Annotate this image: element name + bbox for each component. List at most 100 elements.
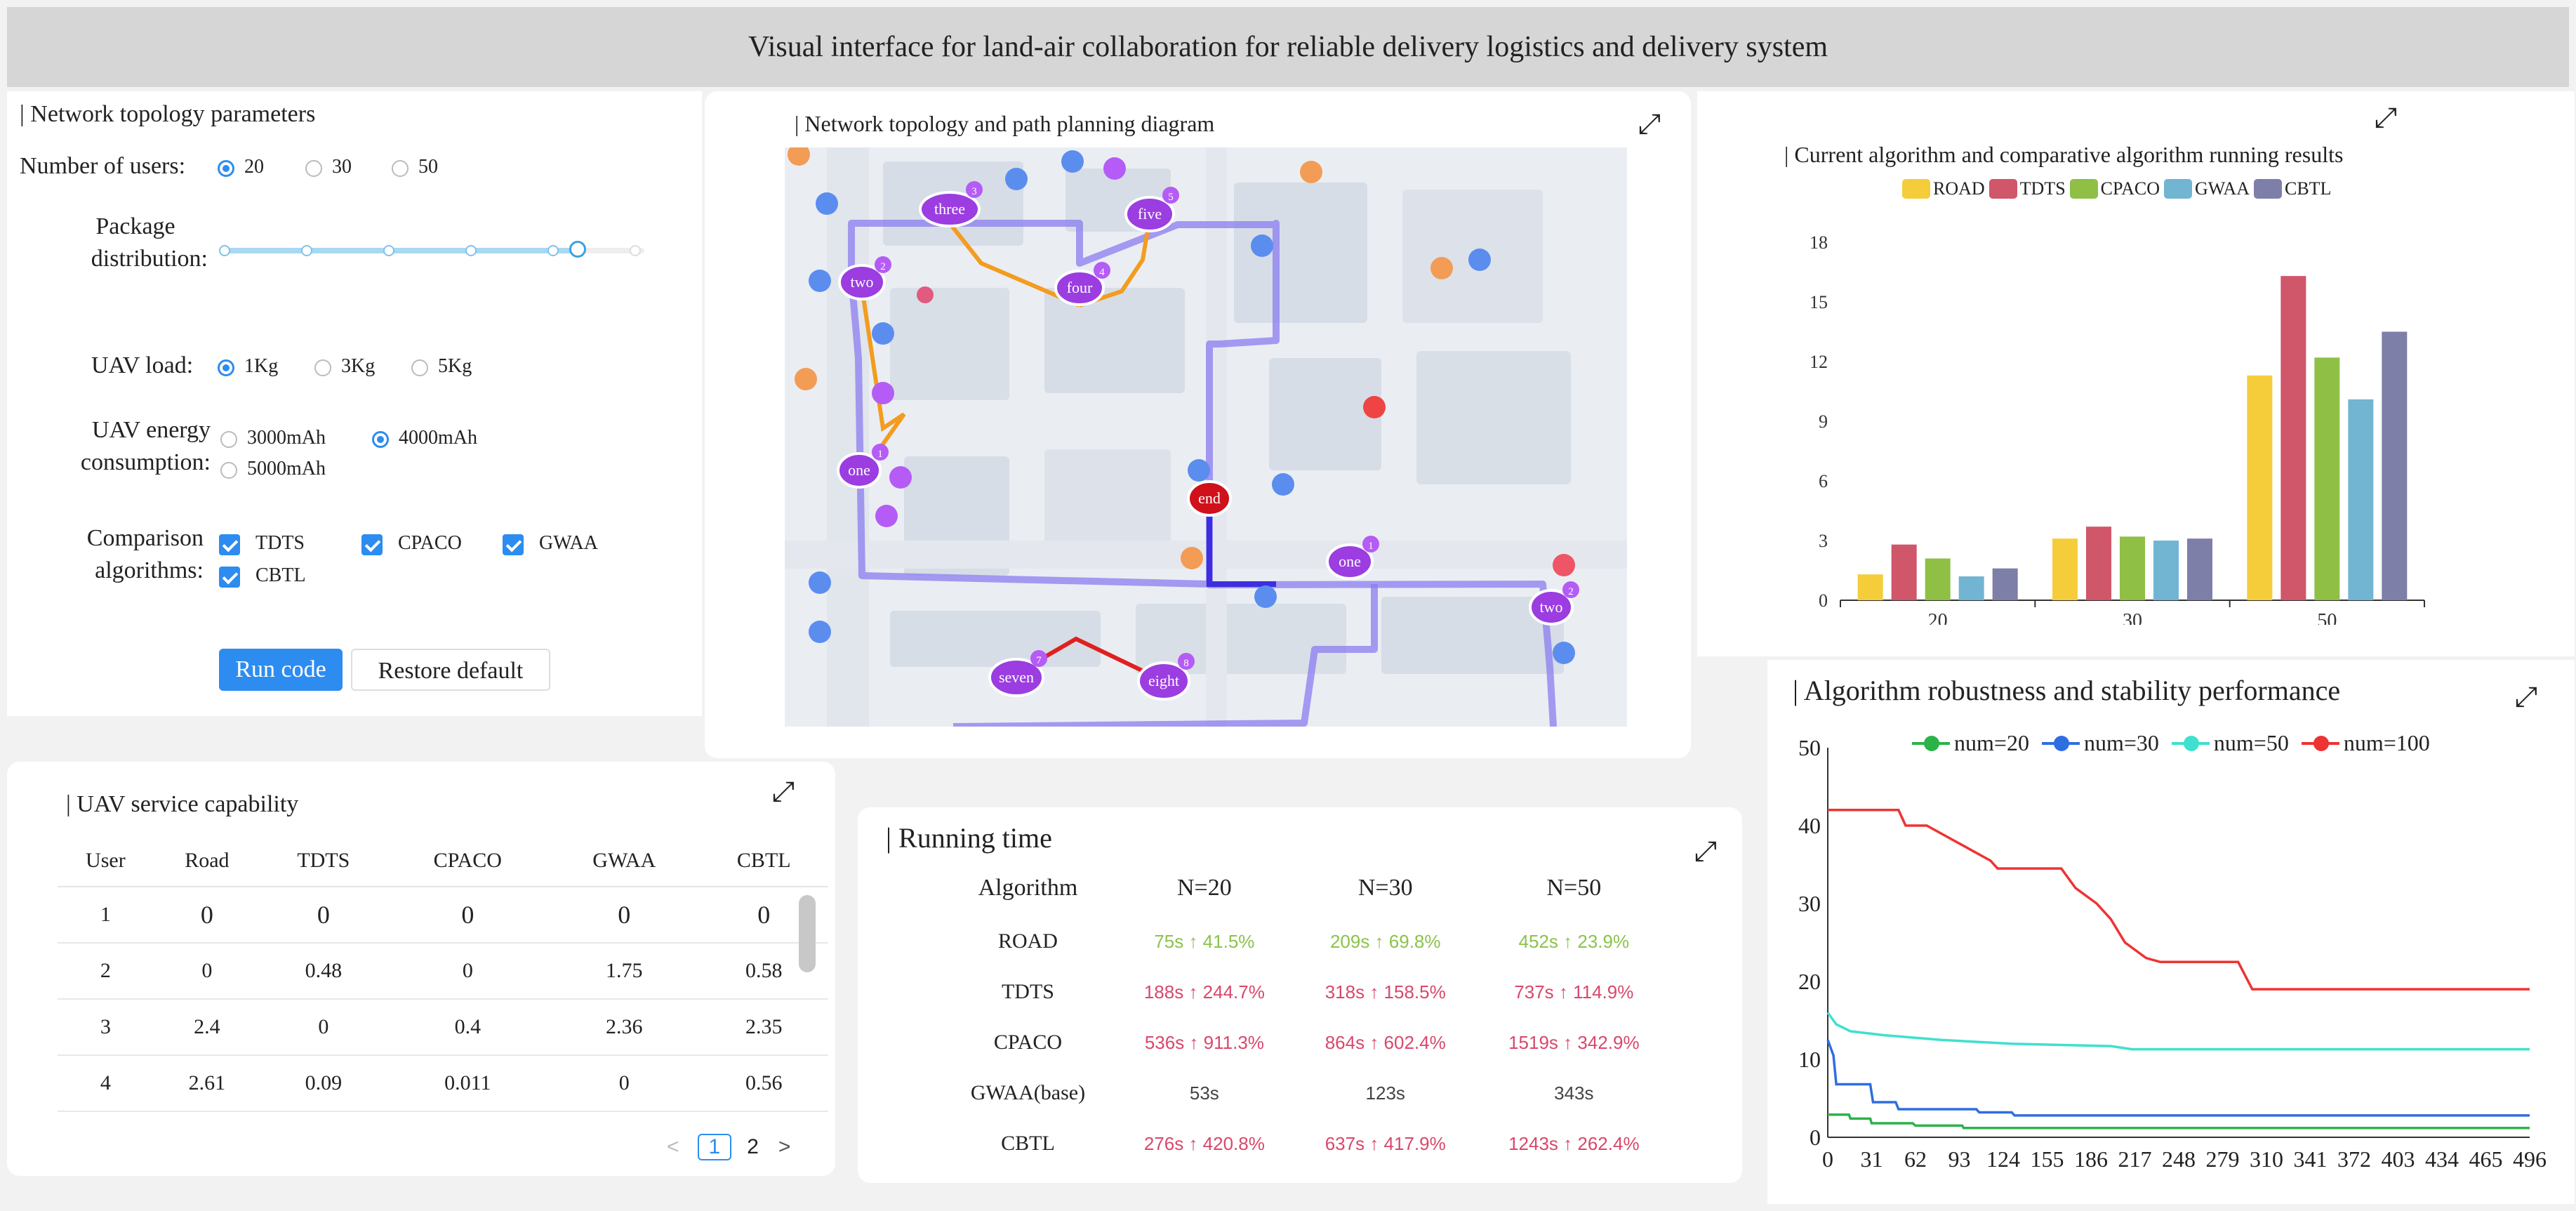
algorithm-name: CPACO [993, 1031, 1063, 1054]
runtime-cell: 209s ↑ 69.8% [1329, 930, 1441, 952]
energy-option-4000[interactable]: 4000mAh [372, 427, 477, 449]
map-node-two-b[interactable]: two 2 [1529, 581, 1579, 626]
app-header: Visual interface for land-air collaborat… [7, 7, 2569, 87]
map-node-two-a[interactable]: two 2 [838, 256, 891, 300]
svg-text:seven: seven [999, 668, 1034, 686]
table-row[interactable]: 2 0 0.48 0 1.75 0.58 [58, 943, 828, 1000]
energy-option-3000[interactable]: 3000mAh [220, 427, 326, 449]
legend-item[interactable]: CBTL [2253, 178, 2331, 199]
table-row[interactable]: 3 2.4 0 0.4 2.36 2.35 [58, 999, 828, 1056]
table-cell: 0 [386, 887, 550, 944]
bar-gwaa [2348, 399, 2374, 600]
expand-icon[interactable]: ⤢ [1638, 108, 1661, 140]
column-header: TDTS [260, 835, 387, 887]
line-chart-panel: | Algorithm robustness and stability per… [1767, 660, 2575, 1204]
runtime-cell: 536s ↑ 911.3% [1144, 1031, 1264, 1053]
algo-checkbox-cpaco[interactable]: CPACO [361, 532, 462, 555]
algo-checkbox-cbtl[interactable]: CBTL [219, 564, 306, 588]
map-node-one-a[interactable]: one 1 [837, 444, 889, 489]
legend-item[interactable]: TDTS [1989, 178, 2066, 199]
table-row[interactable]: 4 2.61 0.09 0.011 0 0.56 [58, 1055, 828, 1112]
legend-item[interactable]: num=30 [2041, 730, 2159, 756]
y-tick-label: 20 [1798, 969, 1821, 994]
page-2-button[interactable]: 2 [747, 1135, 759, 1158]
radio-icon [411, 359, 428, 376]
svg-text:2: 2 [1568, 586, 1574, 597]
runtime-cell: 276s ↑ 420.8% [1143, 1132, 1265, 1154]
running-title: | Running time [886, 822, 1052, 854]
load-option-5kg[interactable]: 5Kg [411, 355, 472, 378]
y-tick-label: 15 [1810, 292, 1828, 312]
table-cell: 0.09 [260, 1055, 387, 1112]
legend-item[interactable]: num=50 [2171, 730, 2289, 756]
svg-text:5: 5 [1168, 192, 1174, 203]
scrollbar[interactable] [799, 895, 816, 972]
params-panel: | Network topology parameters Number of … [7, 91, 702, 716]
expand-icon[interactable]: ⤢ [2515, 681, 2537, 713]
package-slider[interactable] [219, 241, 644, 258]
series-line-num-20 [1828, 1113, 2530, 1130]
slider-handle[interactable] [569, 241, 586, 258]
bar-legend: ROAD TDTS CPACO GWAA CBTL [1902, 178, 2335, 199]
map-node-four[interactable]: four 4 [1054, 262, 1110, 306]
runtime-cell: 864s ↑ 602.4% [1324, 1031, 1446, 1053]
expand-icon[interactable]: ⤢ [1694, 835, 1717, 868]
next-page-icon[interactable]: > [778, 1135, 791, 1158]
map-node-three[interactable]: three 3 [919, 181, 983, 227]
legend-item[interactable]: CPACO [2069, 178, 2160, 199]
svg-text:7: 7 [1036, 655, 1042, 666]
map-node-five[interactable]: five 5 [1124, 187, 1179, 232]
expand-icon[interactable]: ⤢ [772, 776, 795, 808]
bar-gwaa [2153, 541, 2179, 600]
radio-icon [220, 461, 237, 479]
table-row: ROAD 75s ↑ 41.5% 209s ↑ 69.8% 452s ↑ 23.9% [942, 916, 1672, 967]
bar-cpaco [2120, 536, 2145, 600]
x-tick-label: 0 [1822, 1146, 1833, 1172]
users-option-50[interactable]: 50 [392, 156, 438, 178]
users-option-20[interactable]: 20 [218, 156, 264, 178]
x-tick-label: 62 [1904, 1146, 1927, 1172]
column-header: N=20 [1176, 875, 1232, 901]
params-title: | Network topology parameters [20, 101, 316, 127]
algo-checkbox-tdts[interactable]: TDTS [219, 532, 305, 555]
x-tick-label: 31 [1861, 1146, 1883, 1172]
energy-option-5000[interactable]: 5000mAh [220, 458, 326, 480]
runtime-cell: 318s ↑ 158.5% [1324, 981, 1446, 1002]
svg-text:1: 1 [877, 449, 883, 460]
legend-item[interactable]: GWAA [2163, 178, 2250, 199]
map-node-one-b[interactable]: one 1 [1326, 536, 1379, 580]
bar-cbtl [2382, 331, 2408, 600]
users-option-30[interactable]: 30 [305, 156, 352, 178]
svg-text:1: 1 [1368, 541, 1374, 552]
run-code-button[interactable]: Run code [219, 649, 343, 691]
prev-page-icon[interactable]: < [667, 1135, 679, 1158]
y-tick-label: 3 [1819, 531, 1828, 551]
y-tick-label: 50 [1798, 735, 1821, 760]
algorithms-label: Comparison algorithms: [86, 525, 204, 583]
network-map[interactable]: three 3 five 5 two 2 four 4 one 1 end one 1 tw… [785, 147, 1627, 727]
legend-item[interactable]: num=100 [2301, 730, 2430, 756]
runtime-cell: 343s [1554, 1082, 1594, 1104]
legend-marker-icon [2301, 735, 2339, 751]
map-node-eight[interactable]: eight 8 [1137, 653, 1195, 701]
expand-icon[interactable]: ⤢ [2375, 102, 2397, 134]
bar-road [2247, 375, 2273, 600]
restore-default-button[interactable]: Restore default [351, 649, 550, 691]
table-cell: 4 [58, 1055, 154, 1112]
map-node-end[interactable]: end [1187, 480, 1232, 517]
svg-text:one: one [848, 461, 870, 479]
svg-text:end: end [1198, 489, 1221, 507]
checkbox-checked-icon [503, 534, 524, 555]
y-tick-label: 40 [1798, 813, 1821, 838]
legend-label: num=20 [1954, 730, 2029, 755]
y-tick-label: 0 [1819, 590, 1828, 611]
load-option-3kg[interactable]: 3Kg [314, 355, 375, 378]
page-1-button[interactable]: 1 [697, 1134, 732, 1160]
legend-item[interactable]: ROAD [1902, 178, 1985, 199]
algo-checkbox-gwaa[interactable]: GWAA [503, 532, 598, 555]
load-option-1kg[interactable]: 1Kg [218, 355, 278, 378]
legend-item[interactable]: num=20 [1912, 730, 2029, 756]
legend-swatch [1989, 179, 2017, 199]
